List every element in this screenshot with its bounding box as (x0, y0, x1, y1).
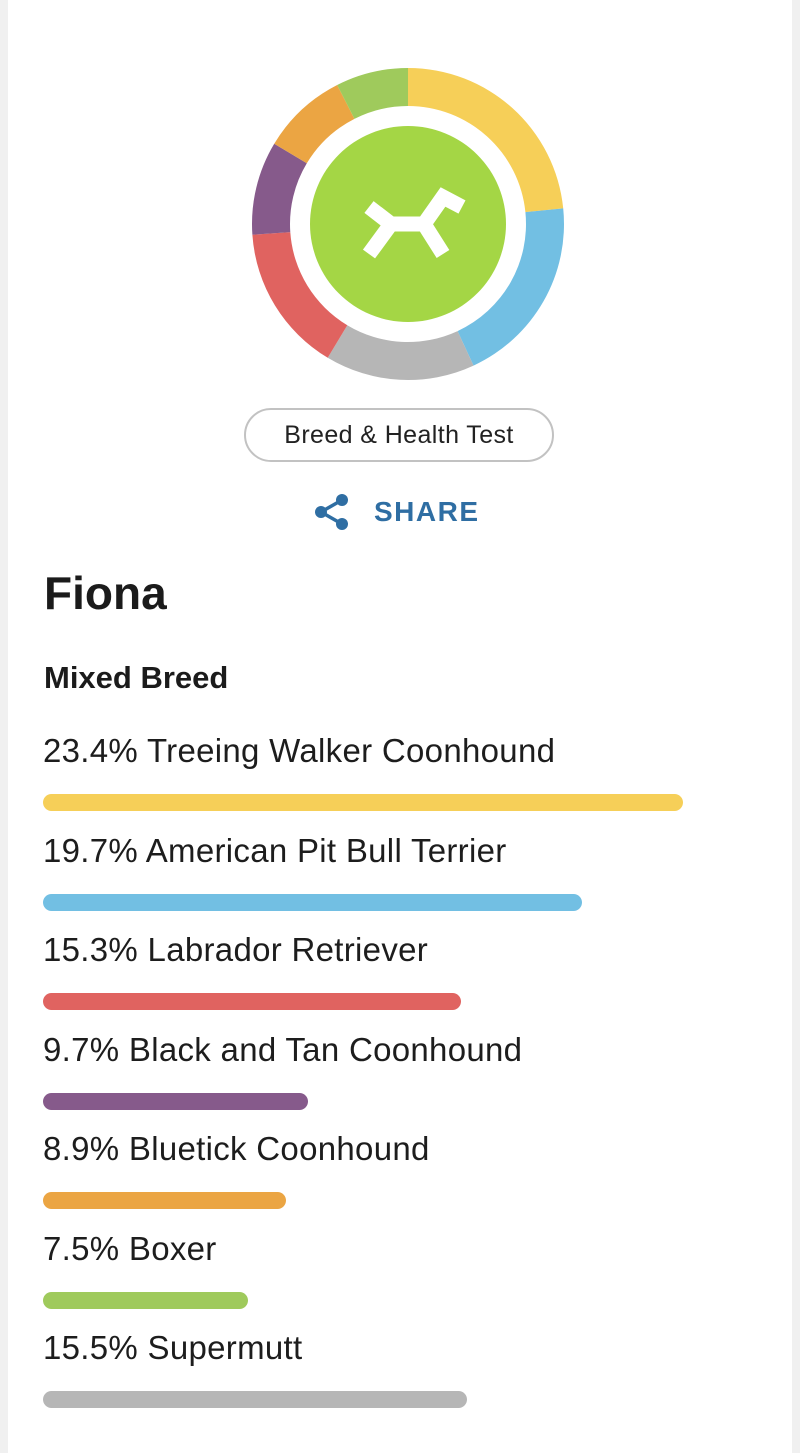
breed-bar (43, 1192, 286, 1209)
donut-segment (457, 208, 564, 366)
test-type-badge: Breed & Health Test (244, 408, 554, 462)
donut-segments (252, 68, 564, 380)
breed-item: 23.4% Treeing Walker Coonhound (43, 728, 743, 828)
breed-label: 15.3% Labrador Retriever (43, 931, 429, 968)
donut-segment (408, 68, 564, 213)
breed-item: 8.9% Bluetick Coonhound (43, 1126, 743, 1226)
donut-segment (252, 232, 348, 358)
breed-bar (43, 893, 582, 911)
share-button[interactable]: SHARE (312, 490, 480, 534)
embark-logo-icon (362, 187, 466, 259)
breed-label: 19.7% American Pit Bull Terrier (43, 831, 507, 869)
breed-label: 7.5% Boxer (43, 1229, 217, 1267)
donut-segment (327, 325, 474, 380)
breed-type: Mixed Breed (44, 660, 229, 695)
breed-bar (43, 1291, 248, 1309)
share-icon (315, 494, 348, 530)
breed-bar (43, 1391, 467, 1408)
result-card: Breed & Health Test SHARE Fiona Mixed Br… (8, 0, 792, 1453)
donut-segment (337, 68, 408, 119)
breed-item: 7.5% Boxer (43, 1226, 743, 1326)
breed-label: 9.7% Black and Tan Coonhound (43, 1030, 523, 1068)
breed-bar (43, 993, 461, 1010)
breed-bar (43, 794, 683, 811)
breed-bar (43, 1092, 308, 1110)
donut-segment (274, 85, 355, 164)
breed-item: 15.5% Supermutt (43, 1325, 743, 1425)
breed-item: 19.7% American Pit Bull Terrier (43, 828, 743, 928)
breed-item: 9.7% Black and Tan Coonhound (43, 1027, 743, 1127)
donut-segment (252, 143, 307, 235)
test-type-label: Breed & Health Test (284, 420, 514, 449)
breed-label: 23.4% Treeing Walker Coonhound (43, 732, 556, 769)
share-label: SHARE (374, 496, 480, 527)
breed-label: 8.9% Bluetick Coonhound (43, 1130, 430, 1167)
breed-list: 23.4% Treeing Walker Coonhound 19.7% Amer… (43, 728, 743, 1425)
breed-mix-donut (252, 68, 564, 380)
dog-name: Fiona (44, 567, 167, 619)
breed-label: 15.5% Supermutt (43, 1329, 303, 1366)
breed-item: 15.3% Labrador Retriever (43, 927, 743, 1027)
